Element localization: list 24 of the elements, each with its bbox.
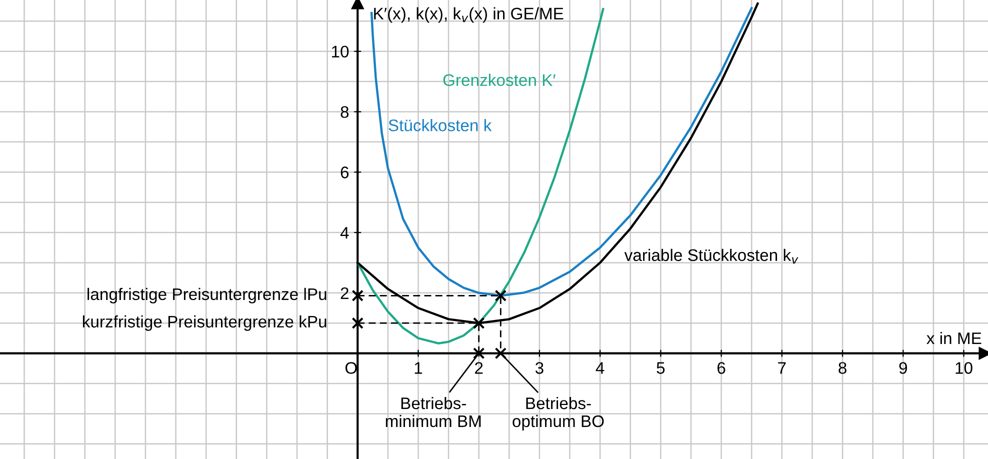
- x-tick-label: 4: [596, 362, 604, 374]
- y-tick-label: 6: [340, 166, 349, 178]
- y-axis-title: K′(x), k(x), k$_{v}$(x) in GE/ME: [374, 7, 564, 23]
- x-axis-title: x in ME: [926, 332, 982, 344]
- x-tick-label: 1: [414, 362, 422, 374]
- x-tick-label: 3: [535, 362, 544, 374]
- annotation: kurzfristige Preisuntergrenze kPu: [82, 315, 326, 331]
- x-tick-label: 7: [778, 362, 786, 374]
- x-tick-label: 9: [899, 362, 907, 374]
- y-tick-label: 8: [340, 106, 349, 118]
- annotation: Betriebs- minimum BM: [386, 396, 481, 428]
- x-tick-label: 8: [838, 362, 846, 374]
- series-label: Stückkosten k: [388, 119, 492, 132]
- x-tick-label: 2: [475, 362, 483, 374]
- series-label: Grenzkosten K′: [443, 74, 556, 86]
- y-tick-label: 2: [340, 287, 348, 299]
- x-tick-label: 6: [718, 362, 726, 374]
- series-label: variable Stückkosten k$_{v}$: [624, 248, 798, 264]
- x-tick-label: 5: [656, 362, 665, 374]
- y-tick-label: 4: [340, 227, 349, 239]
- x-tick-label: 10: [956, 362, 972, 374]
- y-tick-label: 10: [332, 46, 349, 58]
- annotation: Betriebs- optimum BO: [512, 396, 604, 430]
- annotation: langfristige Preisuntergrenze lPu: [88, 288, 326, 304]
